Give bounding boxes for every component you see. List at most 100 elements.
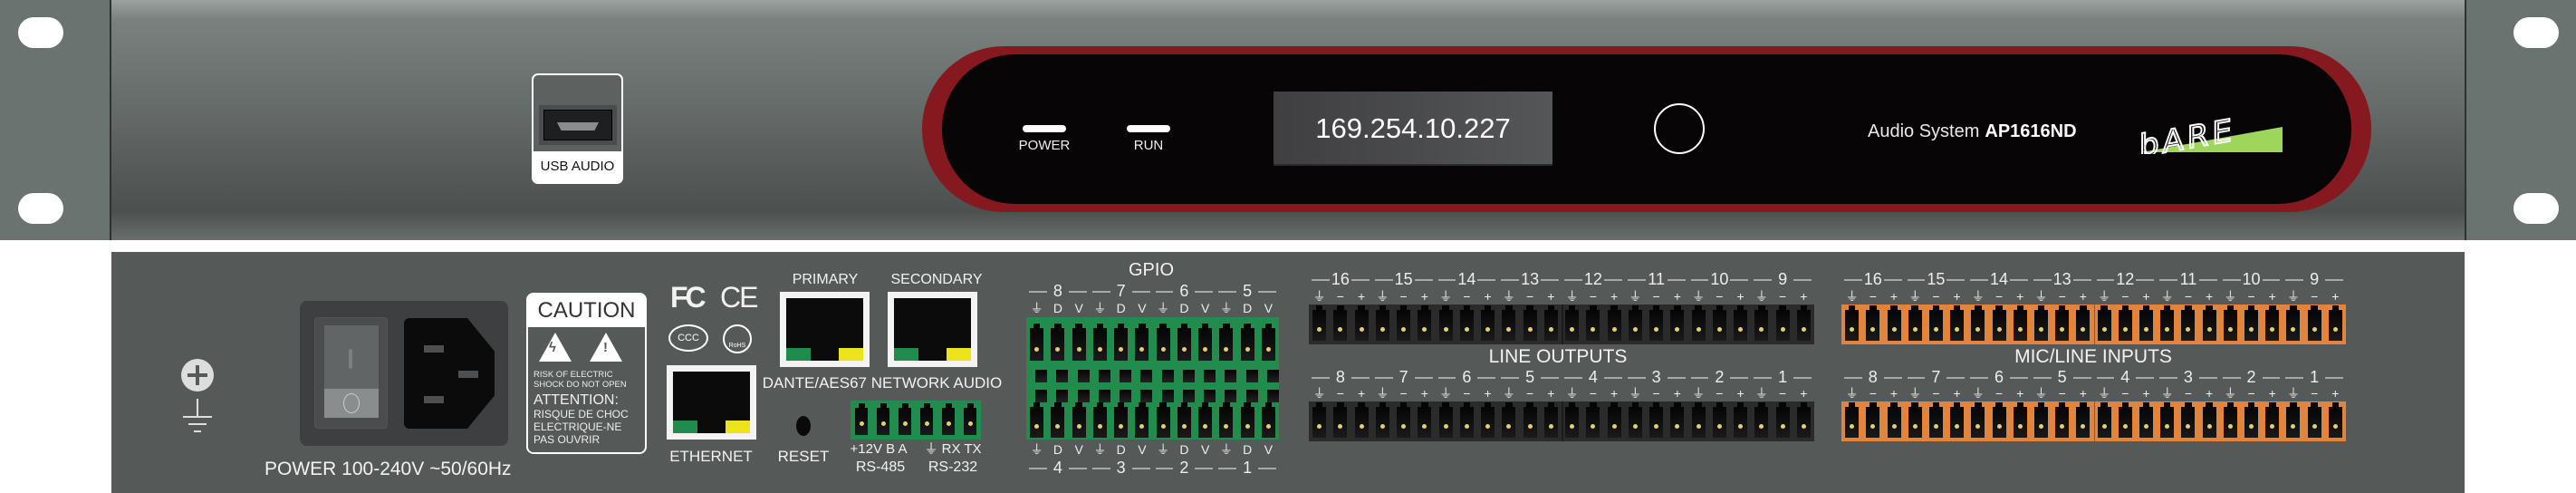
terminal-screw-contact — [1696, 327, 1701, 332]
usb-audio-port[interactable]: USB AUDIO — [532, 73, 623, 184]
channel-bracket — [1374, 377, 1393, 379]
terminal-pin — [1438, 305, 1453, 341]
gpio-channel-1: 1 — [1243, 459, 1253, 477]
terminal-pin — [1354, 305, 1369, 341]
ethernet-port[interactable] — [667, 365, 756, 440]
model-name: AP1616ND — [1985, 121, 2077, 141]
iec-power-inlet[interactable] — [404, 318, 495, 429]
line-outputs-channel-10: 10 — [1710, 270, 1729, 288]
pin-label: ⏚ — [2286, 289, 2300, 304]
channel-bracket — [1541, 377, 1559, 379]
mic-line-inputs-channel-12: 12 — [2116, 270, 2135, 288]
channel-bracket — [1374, 279, 1393, 281]
mic-line-inputs-channel-10: 10 — [2242, 270, 2261, 288]
channel-bracket — [1883, 279, 1902, 281]
ip-display: 169.254.10.227 — [1274, 92, 1552, 166]
pin-label: + — [2016, 289, 2024, 304]
terminal-pin — [1586, 402, 1600, 438]
channel-bracket — [1627, 377, 1646, 379]
pin-label: ⏚ — [2224, 289, 2237, 304]
reset-label: RESET — [777, 448, 830, 465]
pin-label: + — [2079, 289, 2087, 304]
channel-bracket — [2285, 377, 2304, 379]
power-rating-label: POWER 100-240V ~50/60Hz — [264, 459, 512, 479]
terminal-pin — [1845, 305, 1860, 341]
terminal-screw-contact — [1338, 327, 1343, 332]
terminal-pin — [2160, 402, 2175, 438]
terminal-screw-contact — [2017, 327, 2023, 332]
terminal-pin — [1459, 305, 1474, 341]
caution-text: ATTENTION: — [533, 392, 619, 408]
terminal-screw-contact — [1996, 424, 2002, 429]
terminal-pin — [1156, 402, 1170, 438]
terminal-screw-contact — [1801, 424, 1806, 429]
channel-bracket — [1603, 377, 1622, 379]
terminal-screw-contact — [1780, 424, 1785, 429]
terminal-screw-contact — [2081, 327, 2086, 332]
pin-label: − — [1932, 289, 1940, 304]
terminal-screw-contact — [1265, 347, 1271, 352]
block-divider — [1562, 401, 1563, 441]
power-switch[interactable] — [314, 317, 388, 429]
channel-bracket — [1218, 291, 1237, 293]
terminal-pin — [1240, 324, 1254, 361]
terminal-screw-contact — [1870, 327, 1876, 332]
terminal-pin — [2286, 402, 2301, 438]
channel-bracket — [2198, 279, 2217, 281]
mic-line-inputs-9-16-terminal-block[interactable] — [1841, 304, 2346, 344]
block-divider — [2093, 401, 2095, 441]
pin-label: + — [1673, 289, 1681, 304]
pin-label: D — [1243, 442, 1253, 457]
caution-text: RISK OF ELECTRIC — [533, 370, 613, 380]
line-outputs-channel-4: 4 — [1588, 368, 1598, 386]
reset-button[interactable] — [796, 416, 811, 436]
gpio-channel-7: 7 — [1116, 282, 1126, 300]
channel-bracket — [2096, 279, 2115, 281]
terminal-pin — [1261, 324, 1275, 361]
terminal-pin — [1092, 324, 1107, 361]
pin-label: ⏚ — [1502, 386, 1515, 401]
line-outputs-1-8-terminal-block[interactable] — [1309, 401, 1814, 441]
ground-screw-icon — [181, 359, 214, 432]
terminal-release-tab — [1098, 390, 1110, 402]
gpio-terminal-block[interactable] — [1026, 317, 1279, 440]
pin-label: V — [1264, 301, 1274, 315]
terminal-release-tab — [1098, 370, 1110, 382]
mic-line-inputs-1-8-terminal-block[interactable] — [1841, 401, 2346, 441]
line-outputs-channel-15: 15 — [1394, 270, 1413, 288]
pin-label: ⏚ — [1754, 289, 1768, 304]
terminal-pin — [1375, 305, 1389, 341]
pin-label: + — [1484, 289, 1492, 304]
pin-label: + — [1673, 386, 1681, 401]
terminal-screw-contact — [2186, 327, 2191, 332]
terminal-screw-contact — [1245, 424, 1250, 429]
dante-secondary-port[interactable] — [888, 292, 977, 367]
channel-bracket — [1627, 279, 1646, 281]
line-outputs-channel-11: 11 — [1648, 270, 1665, 288]
terminal-pin — [1397, 305, 1411, 341]
terminal-pin — [1502, 305, 1516, 341]
terminal-screw-contact — [2165, 327, 2170, 332]
channel-bracket — [1970, 377, 1989, 379]
pin-label: + — [2268, 289, 2276, 304]
terminal-screw-contact — [2312, 424, 2317, 429]
terminal-screw-contact — [2144, 424, 2149, 429]
rs-terminal-block[interactable] — [851, 401, 981, 440]
terminal-pin — [1928, 305, 1943, 341]
terminal-pin — [877, 403, 889, 435]
terminal-screw-contact — [2101, 424, 2107, 429]
pin-label: − — [2247, 289, 2255, 304]
terminal-screw-contact — [1034, 347, 1040, 352]
terminal-release-tab — [1140, 390, 1153, 402]
pin-label: − — [2058, 289, 2066, 304]
pin-label: − — [1336, 289, 1344, 304]
line-outputs-9-16-terminal-block[interactable] — [1309, 304, 1814, 344]
terminal-pin — [2286, 305, 2301, 341]
terminal-pin — [2328, 305, 2342, 341]
caution-text: RISQUE DE CHOC — [533, 408, 629, 420]
terminal-pin — [1397, 402, 1411, 438]
terminal-pin — [2055, 305, 2070, 341]
front-button[interactable] — [1654, 103, 1705, 154]
dante-primary-port[interactable] — [780, 292, 870, 367]
terminal-screw-contact — [2227, 424, 2233, 429]
